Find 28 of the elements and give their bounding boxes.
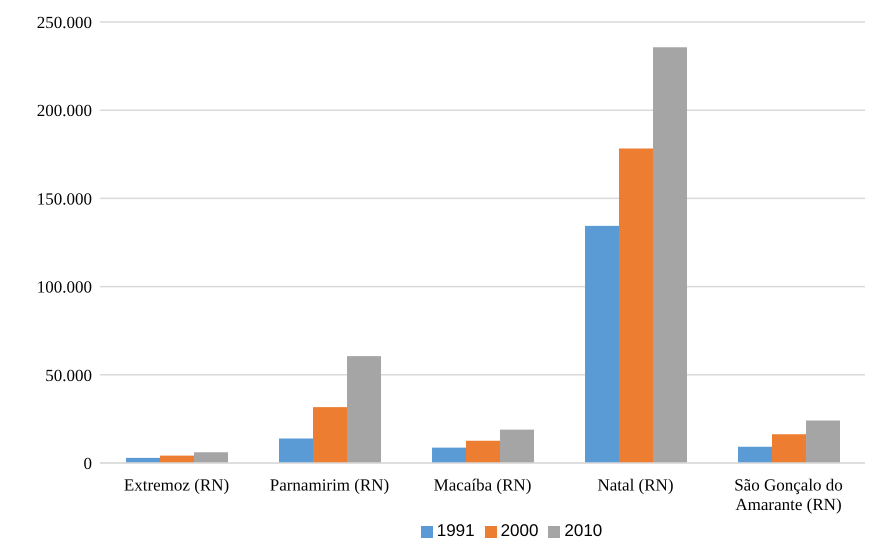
bar xyxy=(772,434,806,463)
x-tick-label: Parnamirim (RN) xyxy=(270,475,390,494)
x-tick-label: São Gonçalo do Amarante (RN) xyxy=(734,475,843,514)
bar xyxy=(313,407,348,463)
bar xyxy=(160,456,194,463)
legend-label: 1991 xyxy=(436,521,475,540)
y-tick-label: 0 xyxy=(84,454,92,474)
y-tick-label: 50.000 xyxy=(45,366,92,385)
x-tick-label: Macaíba (RN) xyxy=(434,475,532,494)
bar xyxy=(653,47,688,463)
bar xyxy=(194,452,228,463)
y-tick-label: 100.000 xyxy=(36,278,92,297)
bar xyxy=(806,420,840,463)
legend-label: 2010 xyxy=(564,521,602,540)
bar xyxy=(619,148,654,463)
y-tick-label: 250.000 xyxy=(36,13,92,32)
bar xyxy=(347,356,382,463)
bar xyxy=(585,226,620,463)
x-tick-label: Natal (RN) xyxy=(597,475,674,494)
bar xyxy=(500,430,534,463)
y-tick-label: 150.000 xyxy=(36,189,92,208)
legend-label: 2000 xyxy=(500,521,538,540)
bar xyxy=(432,448,466,463)
bar xyxy=(738,446,772,463)
bar xyxy=(279,438,314,463)
y-tick-label: 200.000 xyxy=(36,101,92,120)
bar xyxy=(466,440,500,463)
x-tick-label: Extremoz (RN) xyxy=(124,475,230,494)
